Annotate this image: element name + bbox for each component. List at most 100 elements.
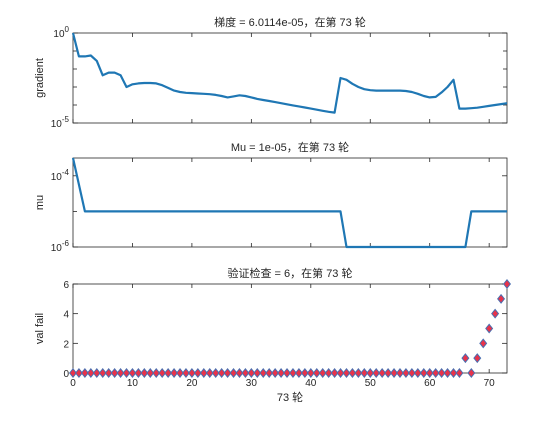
y-tick-base: 10 <box>51 172 63 183</box>
y-tick-exponent: 0 <box>65 25 70 34</box>
y-tick-label: 4 <box>63 310 69 321</box>
data-point <box>223 367 232 379</box>
data-point <box>443 367 452 379</box>
x-axis-label: 73 轮 <box>277 390 303 404</box>
data-point <box>271 367 280 379</box>
data-point <box>187 367 196 379</box>
data-point <box>86 367 95 379</box>
data-point <box>181 367 190 379</box>
x-tick-label: 60 <box>424 378 436 389</box>
data-point <box>193 367 202 379</box>
data-point <box>92 367 101 379</box>
data-point <box>74 367 83 379</box>
data-point <box>140 367 149 379</box>
series-line <box>71 157 507 249</box>
axes-frame <box>72 32 508 124</box>
data-point <box>104 367 113 379</box>
y-tick-label: 0 <box>63 369 69 380</box>
data-point <box>229 367 238 379</box>
data-point <box>497 293 506 304</box>
data-point <box>158 367 167 379</box>
data-point <box>259 367 268 379</box>
y-tick-exponent: -6 <box>62 239 70 248</box>
data-point <box>110 367 119 379</box>
data-point <box>288 367 297 379</box>
data-point <box>205 367 214 379</box>
data-point <box>241 367 250 379</box>
data-point <box>431 367 440 379</box>
y-tick-base: 10 <box>51 119 63 130</box>
data-point <box>330 367 339 379</box>
data-point <box>98 367 107 379</box>
data-point <box>152 367 161 379</box>
data-point <box>390 367 399 379</box>
y-tick-exponent: -5 <box>62 115 70 124</box>
data-point <box>265 367 274 379</box>
data-point <box>146 367 155 379</box>
data-point <box>473 353 482 364</box>
data-point <box>324 367 333 379</box>
data-point <box>306 367 315 379</box>
y-tick-base: 10 <box>53 29 65 40</box>
data-point <box>253 367 262 379</box>
data-point <box>413 367 422 379</box>
data-point <box>312 367 321 379</box>
data-point <box>366 367 375 379</box>
y-axis-label: mu <box>34 195 46 210</box>
data-point <box>336 367 345 379</box>
x-tick-label: 10 <box>127 378 139 389</box>
y-tick-label: 10-4 <box>51 168 70 183</box>
data-point <box>384 367 393 379</box>
data-point <box>211 367 220 379</box>
axes-frame <box>72 157 508 248</box>
data-point <box>348 367 357 379</box>
y-tick-label: 6 <box>63 280 69 291</box>
x-tick-label: 50 <box>365 378 377 389</box>
panel-3: 验证检查 = 6，在第 73 轮 val fail 0 10 20 30 40 50 60 70 0… <box>34 266 512 404</box>
data-point <box>449 367 458 379</box>
data-point <box>217 367 226 379</box>
chart-title: 验证检查 = 6，在第 73 轮 <box>227 266 352 280</box>
y-axis-label: val fail <box>34 313 46 344</box>
chart-title: 梯度 = 6.0114e-05，在第 73 轮 <box>214 15 366 29</box>
y-tick-label: 10-5 <box>51 115 70 130</box>
data-point <box>277 367 286 379</box>
data-point <box>437 367 446 379</box>
series-line <box>71 32 508 114</box>
data-point <box>199 367 208 379</box>
y-tick-exponent: -4 <box>62 168 70 177</box>
data-point <box>485 323 494 334</box>
data-point <box>461 353 470 364</box>
x-tick-label: 20 <box>186 378 198 389</box>
data-point <box>134 367 143 379</box>
data-point <box>283 367 292 379</box>
y-tick-label: 10-6 <box>51 239 70 254</box>
data-point <box>455 367 464 379</box>
data-point <box>176 367 185 379</box>
data-point <box>354 367 363 379</box>
data-point <box>170 367 179 379</box>
y-tick-base: 10 <box>51 243 63 254</box>
data-point <box>342 367 351 379</box>
data-point <box>235 367 244 379</box>
data-point <box>68 367 78 379</box>
data-point <box>80 367 89 379</box>
x-tick-label: 30 <box>246 378 258 389</box>
y-axis-label: gradient <box>34 58 46 98</box>
y-tick-label: 2 <box>63 339 69 350</box>
data-point <box>491 308 500 319</box>
data-point <box>247 367 256 379</box>
data-point <box>401 367 410 379</box>
data-point <box>419 367 428 379</box>
y-tick-label: 100 <box>53 25 69 40</box>
data-point <box>407 367 416 379</box>
data-point <box>300 367 309 379</box>
x-tick-label: 40 <box>305 378 317 389</box>
data-point <box>318 367 327 379</box>
x-tick-label: 0 <box>70 378 76 389</box>
data-point <box>360 367 369 379</box>
